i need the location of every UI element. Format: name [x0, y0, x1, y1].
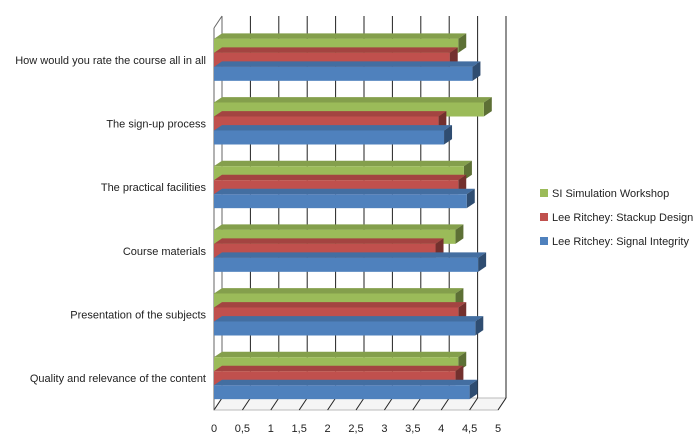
category-label: Presentation of the subjects — [70, 310, 206, 322]
bar-top — [214, 288, 464, 294]
bar-end — [478, 252, 487, 272]
bar-top — [214, 111, 447, 117]
category-label: How would you rate the course all in all — [15, 55, 206, 67]
x-tick-label: 0 — [211, 423, 217, 435]
legend-label: Lee Ritchey: Signal Integrity — [552, 236, 689, 248]
x-tick-label: 2,5 — [348, 423, 363, 435]
bar-top — [214, 61, 481, 67]
y-axis-top-edge — [213, 15, 223, 29]
legend-swatch — [540, 189, 548, 197]
bar-top — [214, 365, 464, 372]
bar-top — [214, 125, 453, 131]
bar — [214, 321, 476, 336]
bar-top — [214, 252, 487, 258]
bar-top — [214, 188, 475, 195]
bar — [214, 385, 470, 400]
bar — [214, 130, 445, 145]
x-tick-label: 1 — [268, 423, 274, 435]
x-tick-label: 4,5 — [462, 423, 477, 435]
gridline-floor — [213, 397, 223, 411]
x-tick-label: 0,5 — [235, 423, 250, 435]
gridline-floor — [440, 397, 450, 411]
bar-top — [214, 316, 484, 322]
gridline-floor — [270, 397, 280, 411]
bar-end — [444, 125, 453, 145]
x-tick-label: 3 — [381, 423, 387, 435]
gridline-floor — [241, 397, 251, 411]
bar-top — [214, 47, 458, 53]
x-tick-label: 1,5 — [292, 423, 307, 435]
x-tick-label: 2 — [325, 423, 331, 435]
x-tick-label: 4 — [438, 423, 444, 435]
bar-top — [214, 379, 478, 386]
bar — [214, 257, 479, 272]
gridline-floor — [327, 397, 337, 411]
category-label: The sign-up process — [106, 119, 206, 131]
bar — [214, 194, 467, 209]
gridline-floor — [412, 397, 422, 411]
legend-label: Lee Ritchey: Stackup Design — [552, 212, 693, 224]
bar-end — [455, 224, 464, 244]
x-tick-label: 3,5 — [405, 423, 420, 435]
bar-end — [466, 188, 475, 209]
bar-top — [214, 224, 464, 230]
legend-label: SI Simulation Workshop — [552, 188, 669, 200]
category-label: Quality and relevance of the content — [30, 373, 206, 385]
legend-swatch — [540, 213, 548, 221]
bar-end — [483, 97, 492, 117]
x-tick-label: 5 — [495, 423, 501, 435]
bar — [214, 66, 473, 81]
gridline-floor — [383, 397, 393, 411]
gridline-floor — [497, 397, 507, 411]
bar-top — [214, 351, 467, 358]
bar-end — [458, 33, 467, 53]
bar-end — [469, 379, 478, 400]
category-label: Course materials — [123, 246, 207, 258]
category-label: The practical facilities — [101, 182, 207, 194]
legend-swatch — [540, 237, 548, 245]
bar-top — [214, 238, 444, 244]
bar-top — [214, 160, 472, 167]
bar-top — [214, 97, 492, 103]
gridline-floor — [298, 397, 308, 411]
gridline-floor — [355, 397, 365, 411]
bar-top — [214, 33, 467, 39]
bar-top — [214, 302, 467, 308]
gridline-floor — [469, 397, 479, 411]
bar-top — [214, 174, 467, 181]
bar-end — [472, 61, 481, 81]
bar-end — [475, 316, 484, 336]
